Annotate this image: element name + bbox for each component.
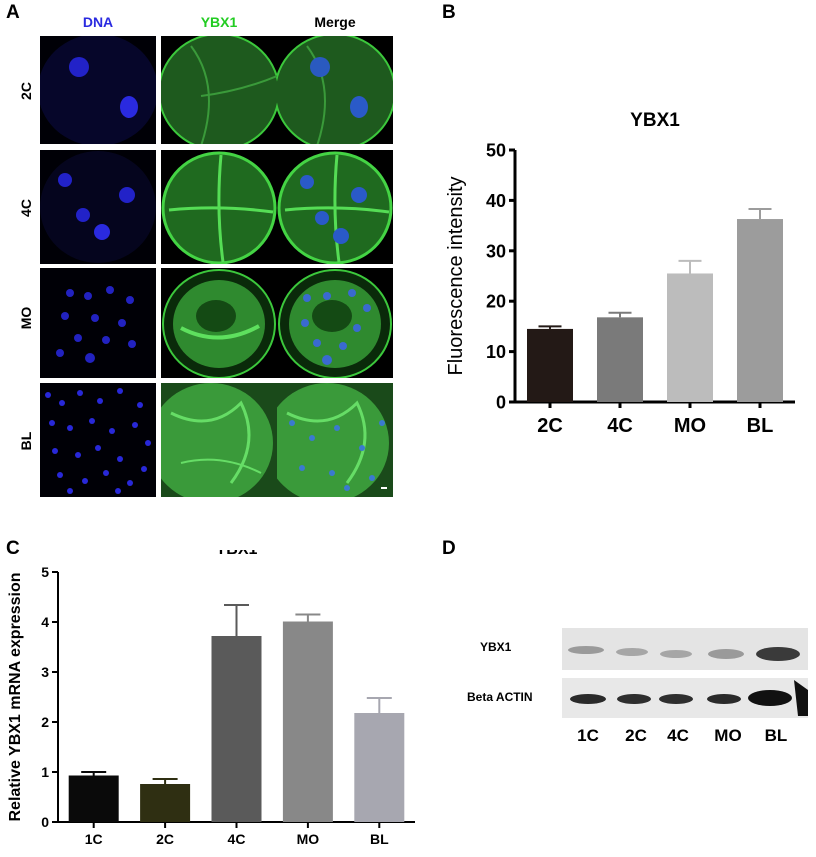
chart-b-y-tick-label: 20 — [486, 292, 506, 312]
chart-b-x-tick-label: MO — [674, 415, 706, 437]
micrograph-mo-dna — [40, 268, 156, 378]
lane-label-bl: BL — [764, 726, 788, 745]
chart-b-y-tick-label: 30 — [486, 241, 506, 261]
micrograph-4c-ybx1 — [161, 150, 277, 264]
chart-c-y-tick-label: 5 — [41, 564, 49, 580]
chart-c-y-tick-label: 1 — [41, 764, 49, 780]
chart-c-mrna-expression: YBX1 0 1 2 3 4 5 Relative YBX1 mRNA expression 1… — [7, 550, 415, 847]
chart-c-bar-2c — [140, 784, 191, 822]
chart-b-fluorescence: YBX1 0 10 20 30 40 50 Fluorescence intensity 2C 4… — [445, 110, 795, 437]
micrograph-mo-merge — [277, 268, 393, 378]
chart-b-x-tick-label: BL — [747, 415, 774, 437]
micrograph-2c-merge — [277, 36, 393, 144]
chart-b-y-tick-label: 10 — [486, 342, 506, 362]
blot-label-ybx1: YBX1 — [480, 640, 512, 654]
chart-b-y-tick-label: 40 — [486, 191, 506, 211]
row-label-mo: MO — [18, 306, 34, 330]
lane-label-2c: 2C — [625, 726, 647, 745]
chart-b-y-tick-label: 50 — [486, 140, 506, 160]
chart-c-x-tick-label: BL — [370, 831, 389, 847]
chart-c-y-tick-label: 2 — [41, 714, 49, 730]
chart-c-bar-1c — [68, 775, 119, 822]
chart-c-bar-4c — [211, 636, 262, 822]
panel-letter-a: A — [6, 2, 20, 23]
micrograph-bl-merge — [277, 383, 393, 497]
chart-c-x-tick-label: MO — [297, 831, 320, 847]
chart-b-bar-bl — [737, 219, 783, 402]
chart-b-bar-2c — [527, 328, 573, 402]
chart-b-title: YBX1 — [630, 110, 680, 131]
lane-label-4c: 4C — [667, 726, 689, 745]
micrograph-2c-ybx1 — [161, 36, 277, 144]
blot-strip-beta-actin — [562, 678, 808, 718]
micrograph-2c-dna — [40, 36, 156, 144]
panel-letter-d: D — [442, 538, 456, 559]
chart-b-bar-mo — [667, 273, 713, 402]
micrograph-mo-ybx1 — [161, 268, 277, 378]
panel-letter-b: B — [442, 2, 456, 23]
chart-c-x-tick-label: 1C — [85, 831, 103, 847]
lane-label-1c: 1C — [577, 726, 599, 745]
chart-c-y-tick-label: 3 — [41, 664, 49, 680]
chart-c-title: YBX1 — [216, 550, 258, 558]
panel-letter-c: C — [6, 538, 20, 559]
column-header-merge: Merge — [314, 14, 356, 30]
chart-b-y-tick-label: 0 — [496, 392, 506, 412]
chart-b-x-tick-label: 2C — [537, 415, 563, 437]
chart-c-bar-bl — [354, 713, 405, 822]
micrograph-bl-ybx1 — [161, 383, 277, 497]
chart-b-x-tick-label: 4C — [607, 415, 633, 437]
chart-c-x-tick-label: 2C — [156, 831, 174, 847]
chart-c-y-tick-label: 4 — [41, 614, 49, 630]
micrograph-4c-merge — [277, 150, 393, 264]
row-label-4c: 4C — [18, 199, 34, 217]
column-header-ybx1: YBX1 — [200, 14, 238, 30]
blot-label-beta-actin: Beta ACTIN — [467, 690, 533, 704]
chart-b-bar-4c — [597, 317, 643, 402]
blot-strip-ybx1 — [562, 628, 808, 670]
chart-c-x-tick-label: 4C — [228, 831, 246, 847]
column-header-dna: DNA — [82, 14, 114, 30]
chart-c-bar-mo — [282, 621, 333, 822]
chart-c-y-label: Relative YBX1 mRNA expression — [7, 573, 24, 822]
micrograph-4c-dna — [40, 150, 156, 264]
chart-b-y-label: Fluorescence intensity — [445, 177, 467, 376]
chart-c-y-tick-label: 0 — [41, 814, 49, 830]
micrograph-bl-dna — [40, 383, 156, 497]
row-label-bl: BL — [18, 431, 34, 451]
row-label-2c: 2C — [18, 82, 34, 100]
lane-label-mo: MO — [714, 726, 742, 745]
